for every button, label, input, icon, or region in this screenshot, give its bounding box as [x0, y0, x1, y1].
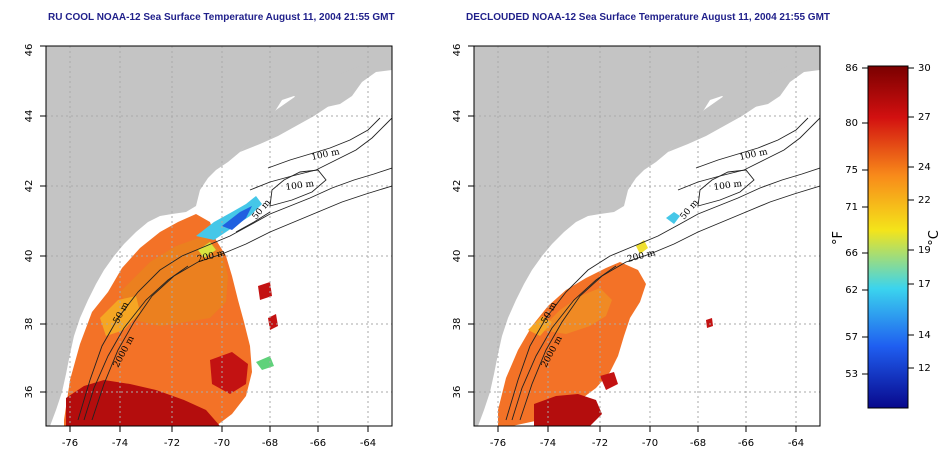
y-tick-label: 44	[24, 110, 35, 123]
colorbar-gradient	[867, 65, 909, 409]
fahrenheit-tick: 53	[845, 369, 858, 380]
y-tick-label: 42	[24, 180, 35, 193]
fahrenheit-tick: 66	[845, 248, 858, 259]
nova-scotia	[668, 62, 804, 152]
colorbar: 86 80 75 71 66 62 57 53 30 27 24 22 19 1…	[831, 63, 942, 409]
fahrenheit-tick: 75	[845, 165, 858, 176]
x-tick-label: -76	[62, 438, 78, 449]
celsius-tick: 12	[918, 363, 931, 374]
land-mass	[46, 46, 392, 426]
map-left: 100 m 100 m 50 m 200 m 50 m 2000 m -76 -…	[24, 44, 393, 449]
fahrenheit-tick: 57	[845, 332, 858, 343]
celsius-tick: 24	[918, 162, 931, 173]
celsius-tick: 17	[918, 279, 931, 290]
y-tick-label: 38	[24, 318, 35, 331]
y-tick-label: 42	[452, 180, 463, 193]
celsius-axis-label: °C	[927, 230, 942, 246]
y-tick-label: 38	[452, 318, 463, 331]
celsius-tick: 22	[918, 195, 931, 206]
contour-label: 100 m	[285, 179, 315, 193]
y-tick-label: 40	[24, 250, 35, 263]
x-tick-label: -68	[690, 438, 706, 449]
map-right: 100 m 100 m 50 m 200 m 50 m 2000 m -76 -…	[452, 44, 821, 449]
map-frame	[473, 45, 821, 427]
fahrenheit-tick: 62	[845, 285, 858, 296]
x-tick-label: -72	[592, 438, 608, 449]
map-frame	[45, 45, 393, 427]
y-tick-label: 40	[452, 250, 463, 263]
x-tick-label: -64	[788, 438, 804, 449]
fahrenheit-tick: 71	[845, 202, 858, 213]
y-tick-label: 46	[452, 44, 463, 57]
y-tick-label: 36	[452, 386, 463, 399]
x-tick-label: -66	[310, 438, 326, 449]
x-tick-label: -70	[214, 438, 230, 449]
celsius-tick: 14	[918, 330, 931, 341]
nova-scotia	[240, 62, 376, 152]
y-tick-label: 46	[24, 44, 35, 57]
x-tick-label: -76	[490, 438, 506, 449]
x-tick-label: -68	[262, 438, 278, 449]
map-title-right: DECLOUDED NOAA-12 Sea Surface Temperatur…	[466, 12, 831, 23]
x-tick-label: -64	[360, 438, 376, 449]
fahrenheit-axis-label: °F	[831, 231, 846, 245]
map-title-left: RU COOL NOAA-12 Sea Surface Temperature …	[48, 12, 395, 23]
land-mass	[474, 46, 820, 426]
celsius-tick: 27	[918, 112, 931, 123]
x-tick-label: -72	[164, 438, 180, 449]
fahrenheit-tick: 86	[845, 63, 858, 74]
x-tick-label: -70	[642, 438, 658, 449]
celsius-tick: 30	[918, 63, 931, 74]
y-tick-label: 44	[452, 110, 463, 123]
y-tick-label: 36	[24, 386, 35, 399]
x-tick-label: -66	[738, 438, 754, 449]
x-tick-label: -74	[112, 438, 128, 449]
x-tick-label: -74	[540, 438, 556, 449]
contour-label: 100 m	[713, 179, 743, 193]
fahrenheit-tick: 80	[845, 118, 858, 129]
celsius-tick: 19	[918, 245, 931, 256]
